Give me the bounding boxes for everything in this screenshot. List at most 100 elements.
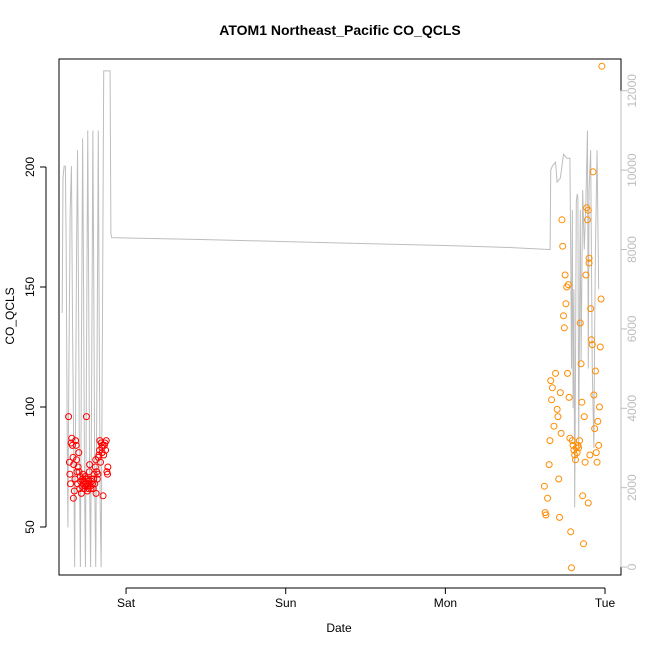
data-point-s1-49 (90, 475, 98, 483)
data-point-s2-62 (594, 417, 602, 425)
data-point-s2-7 (548, 396, 556, 404)
data-point-s1-20 (76, 485, 84, 493)
data-point-s2-29 (568, 564, 576, 572)
data-point-s1-57 (94, 470, 102, 478)
data-point-s1-42 (86, 461, 94, 469)
x-axis-label: Date (326, 621, 352, 635)
y-tick-label-1: 100 (23, 397, 37, 417)
data-point-s1-44 (87, 485, 95, 493)
data-point-s1-17 (74, 463, 82, 471)
data-point-s2-4 (545, 461, 553, 469)
y2-tick-label-6: 12000 (625, 74, 639, 108)
data-point-s2-51 (585, 254, 593, 262)
data-point-s2-38 (575, 444, 583, 452)
data-point-s1-14 (73, 456, 81, 464)
data-point-s1-5 (68, 434, 76, 442)
data-point-s2-28 (567, 528, 575, 536)
data-point-s2-50 (584, 206, 592, 214)
points-layer (65, 62, 606, 572)
data-point-s2-44 (579, 540, 587, 548)
data-point-s2-6 (547, 377, 555, 385)
data-point-s2-52 (586, 451, 594, 459)
data-point-s2-10 (552, 369, 560, 377)
data-point-s1-18 (75, 449, 83, 457)
data-point-s1-19 (75, 468, 83, 476)
data-point-s2-53 (587, 305, 595, 313)
x-axis: Sat Sun Mon Tue (117, 587, 616, 610)
data-point-s1-67 (99, 492, 107, 500)
data-point-s2-15 (556, 389, 564, 397)
x-tick-label-3: Tue (595, 596, 616, 610)
data-point-s2-65 (596, 343, 604, 351)
data-point-s2-61 (593, 458, 601, 466)
data-point-s2-24 (564, 369, 572, 377)
data-point-s2-34 (572, 456, 579, 464)
data-point-s1-0 (65, 413, 73, 421)
data-point-s2-54 (587, 336, 595, 344)
data-point-s2-20 (560, 324, 568, 332)
data-point-s1-52 (91, 463, 99, 471)
y2-axis: 0 2000 4000 6000 8000 10000 12000 (620, 74, 639, 570)
data-point-s2-41 (577, 360, 585, 368)
data-point-s2-42 (578, 398, 586, 406)
x-tick-label-2: Mon (434, 596, 457, 610)
x-tick-label-1: Sun (275, 596, 296, 610)
data-point-s2-21 (561, 271, 569, 279)
data-point-s2-14 (556, 513, 564, 521)
plot-area (58, 58, 622, 576)
data-point-s1-75 (104, 463, 112, 471)
y2-tick-label-3: 6000 (625, 315, 639, 342)
data-point-s2-59 (591, 367, 599, 375)
data-point-s1-74 (104, 470, 112, 478)
data-point-s2-55 (588, 341, 596, 349)
data-point-s2-5 (546, 437, 554, 445)
altitude-line (61, 70, 600, 568)
data-point-s2-57 (590, 391, 598, 399)
y-tick-label-2: 150 (23, 277, 37, 297)
y2-tick-label-1: 2000 (625, 474, 639, 501)
data-point-s2-2 (542, 511, 550, 519)
x-tick-label-0: Sat (117, 596, 136, 610)
data-point-s2-56 (589, 168, 597, 176)
chart-title: ATOM1 Northeast_Pacific CO_QCLS (219, 22, 460, 38)
data-point-s2-12 (554, 413, 562, 421)
data-point-s1-62 (97, 458, 105, 466)
y-tick-label-3: 200 (23, 157, 37, 177)
y-axis: 50 100 150 200 (23, 157, 47, 534)
data-point-s1-12 (72, 437, 80, 445)
data-point-s2-13 (555, 475, 563, 483)
y2-tick-label-2: 4000 (625, 395, 639, 422)
data-point-s1-8 (69, 494, 77, 502)
data-point-s2-18 (559, 242, 567, 250)
data-point-s2-60 (592, 449, 600, 457)
data-point-s2-66 (597, 295, 605, 303)
data-point-s2-40 (576, 319, 584, 327)
data-point-s2-46 (581, 458, 589, 466)
data-point-s2-58 (591, 425, 599, 433)
data-point-s2-45 (580, 413, 588, 421)
data-point-s2-49 (583, 216, 591, 224)
data-point-s2-26 (565, 393, 573, 401)
data-point-s1-13 (72, 441, 80, 449)
data-point-s1-56 (93, 475, 101, 483)
data-point-s2-3 (544, 494, 552, 502)
data-point-s2-69 (585, 259, 593, 267)
data-point-s2-8 (548, 384, 556, 392)
data-point-s1-47 (89, 480, 97, 488)
data-point-s2-30 (568, 437, 576, 445)
data-point-s1-3 (67, 480, 74, 488)
y2-tick-label-0: 0 (625, 563, 639, 570)
data-point-s2-43 (579, 492, 587, 500)
data-point-s2-22 (562, 300, 570, 308)
data-point-s2-17 (558, 216, 566, 224)
data-point-s1-2 (66, 470, 74, 478)
data-point-s1-34 (82, 413, 90, 421)
y2-tick-label-4: 8000 (625, 236, 639, 263)
data-point-s2-33 (571, 451, 579, 459)
data-point-s2-25 (564, 281, 572, 289)
data-point-s1-6 (68, 441, 76, 449)
y-tick-label-0: 50 (23, 520, 37, 534)
data-point-s1-72 (102, 437, 110, 445)
data-point-s1-7 (69, 453, 77, 461)
